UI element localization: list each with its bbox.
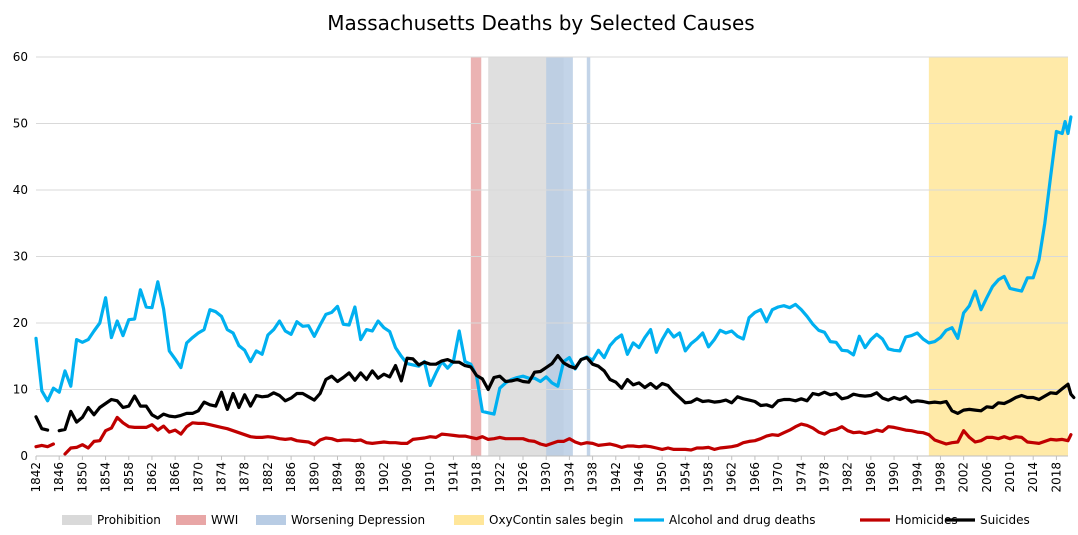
x-tick-label-1958: 1958 (702, 462, 716, 493)
y-tick-label-60: 60 (13, 50, 28, 64)
series-line-suicides-0 (34, 415, 50, 432)
x-tick-label-1986: 1986 (864, 462, 878, 493)
x-tick-label-1862: 1862 (145, 462, 159, 493)
legend-swatch-prohibition (62, 515, 92, 525)
x-tick-label-1898: 1898 (354, 462, 368, 493)
legend-swatch-worsening-depression (256, 515, 286, 525)
x-tick-label-1930: 1930 (539, 462, 553, 493)
y-tick-label-20: 20 (13, 316, 28, 330)
legend-label-homicides: Homicides (895, 513, 958, 527)
x-tick-label-1978: 1978 (817, 462, 831, 493)
x-tick-label-1970: 1970 (771, 462, 785, 493)
x-tick-label-2010: 2010 (1003, 462, 1017, 493)
x-tick-label-1946: 1946 (632, 462, 646, 493)
legend-label-prohibition: Prohibition (97, 513, 161, 527)
legend-label-wwi: WWI (211, 513, 238, 527)
x-tick-label-1982: 1982 (841, 462, 855, 493)
x-tick-label-1926: 1926 (516, 462, 530, 493)
x-tick-label-1942: 1942 (609, 462, 623, 493)
x-tick-label-1938: 1938 (586, 462, 600, 493)
x-tick-label-2002: 2002 (957, 462, 971, 493)
x-tick-label-1842: 1842 (29, 462, 43, 493)
x-tick-label-1870: 1870 (191, 462, 205, 493)
x-tick-label-1882: 1882 (261, 462, 275, 493)
x-tick-label-1998: 1998 (933, 462, 947, 493)
x-tick-label-1974: 1974 (794, 462, 808, 493)
series-line-homicides-1 (63, 415, 1073, 456)
x-tick-label-2014: 2014 (1026, 462, 1040, 493)
axes: 0 10 20 30 40 50 60 1842 1846 1850 1854 1858 1862 186… (13, 50, 1068, 493)
y-tick-label-10: 10 (13, 383, 28, 397)
x-tick-label-1922: 1922 (493, 462, 507, 493)
x-tick-label-1966: 1966 (748, 462, 762, 493)
x-tick-label-1918: 1918 (470, 462, 484, 493)
legend-swatch-oxycontin-sales-begin (454, 515, 484, 525)
legend-label-suicides: Suicides (980, 513, 1030, 527)
x-tick-label-1910: 1910 (423, 462, 437, 493)
x-tick-label-1914: 1914 (446, 462, 460, 493)
chart-title: Massachusetts Deaths by Selected Causes (327, 11, 754, 35)
x-tick-label-1934: 1934 (562, 462, 576, 493)
x-tick-label-1890: 1890 (307, 462, 321, 493)
series-line-homicides-0 (34, 442, 55, 449)
legend-label-alcohol-and-drug-deaths: Alcohol and drug deaths (669, 513, 815, 527)
x-tick-label-1990: 1990 (887, 462, 901, 493)
x-tick-label-1902: 1902 (377, 462, 391, 493)
x-tick-label-2018: 2018 (1049, 462, 1063, 493)
x-tick-label-1878: 1878 (238, 462, 252, 493)
series-line-suicides-1 (57, 354, 1076, 433)
x-tick-label-1866: 1866 (168, 462, 182, 493)
y-tick-label-0: 0 (20, 449, 28, 463)
x-tick-label-1854: 1854 (99, 462, 113, 493)
series-lines (34, 115, 1076, 456)
x-tick-label-1858: 1858 (122, 462, 136, 493)
legend: Prohibition WWI Worsening Depression OxyCon… (62, 513, 1030, 527)
legend-label-worsening-depression: Worsening Depression (291, 513, 425, 527)
x-tick-label-1906: 1906 (400, 462, 414, 493)
y-tick-label-30: 30 (13, 250, 28, 264)
gridlines (36, 56, 1068, 390)
x-tick-label-1846: 1846 (52, 462, 66, 493)
series-line-alcohol-and-drug-deaths (34, 115, 1073, 416)
x-tick-label-2006: 2006 (980, 462, 994, 493)
x-tick-label-1850: 1850 (75, 462, 89, 493)
legend-swatch-wwi (176, 515, 206, 525)
y-tick-label-40: 40 (13, 183, 28, 197)
legend-label-oxycontin-sales-begin: OxyContin sales begin (489, 513, 623, 527)
x-tick-label-1950: 1950 (655, 462, 669, 493)
x-tick-label-1994: 1994 (910, 462, 924, 493)
x-tick-label-1954: 1954 (678, 462, 692, 493)
y-tick-label-50: 50 (13, 117, 28, 131)
x-tick-label-1874: 1874 (215, 462, 229, 493)
x-tick-label-1886: 1886 (284, 462, 298, 493)
x-tick-label-1962: 1962 (725, 462, 739, 493)
x-tick-label-1894: 1894 (330, 462, 344, 493)
